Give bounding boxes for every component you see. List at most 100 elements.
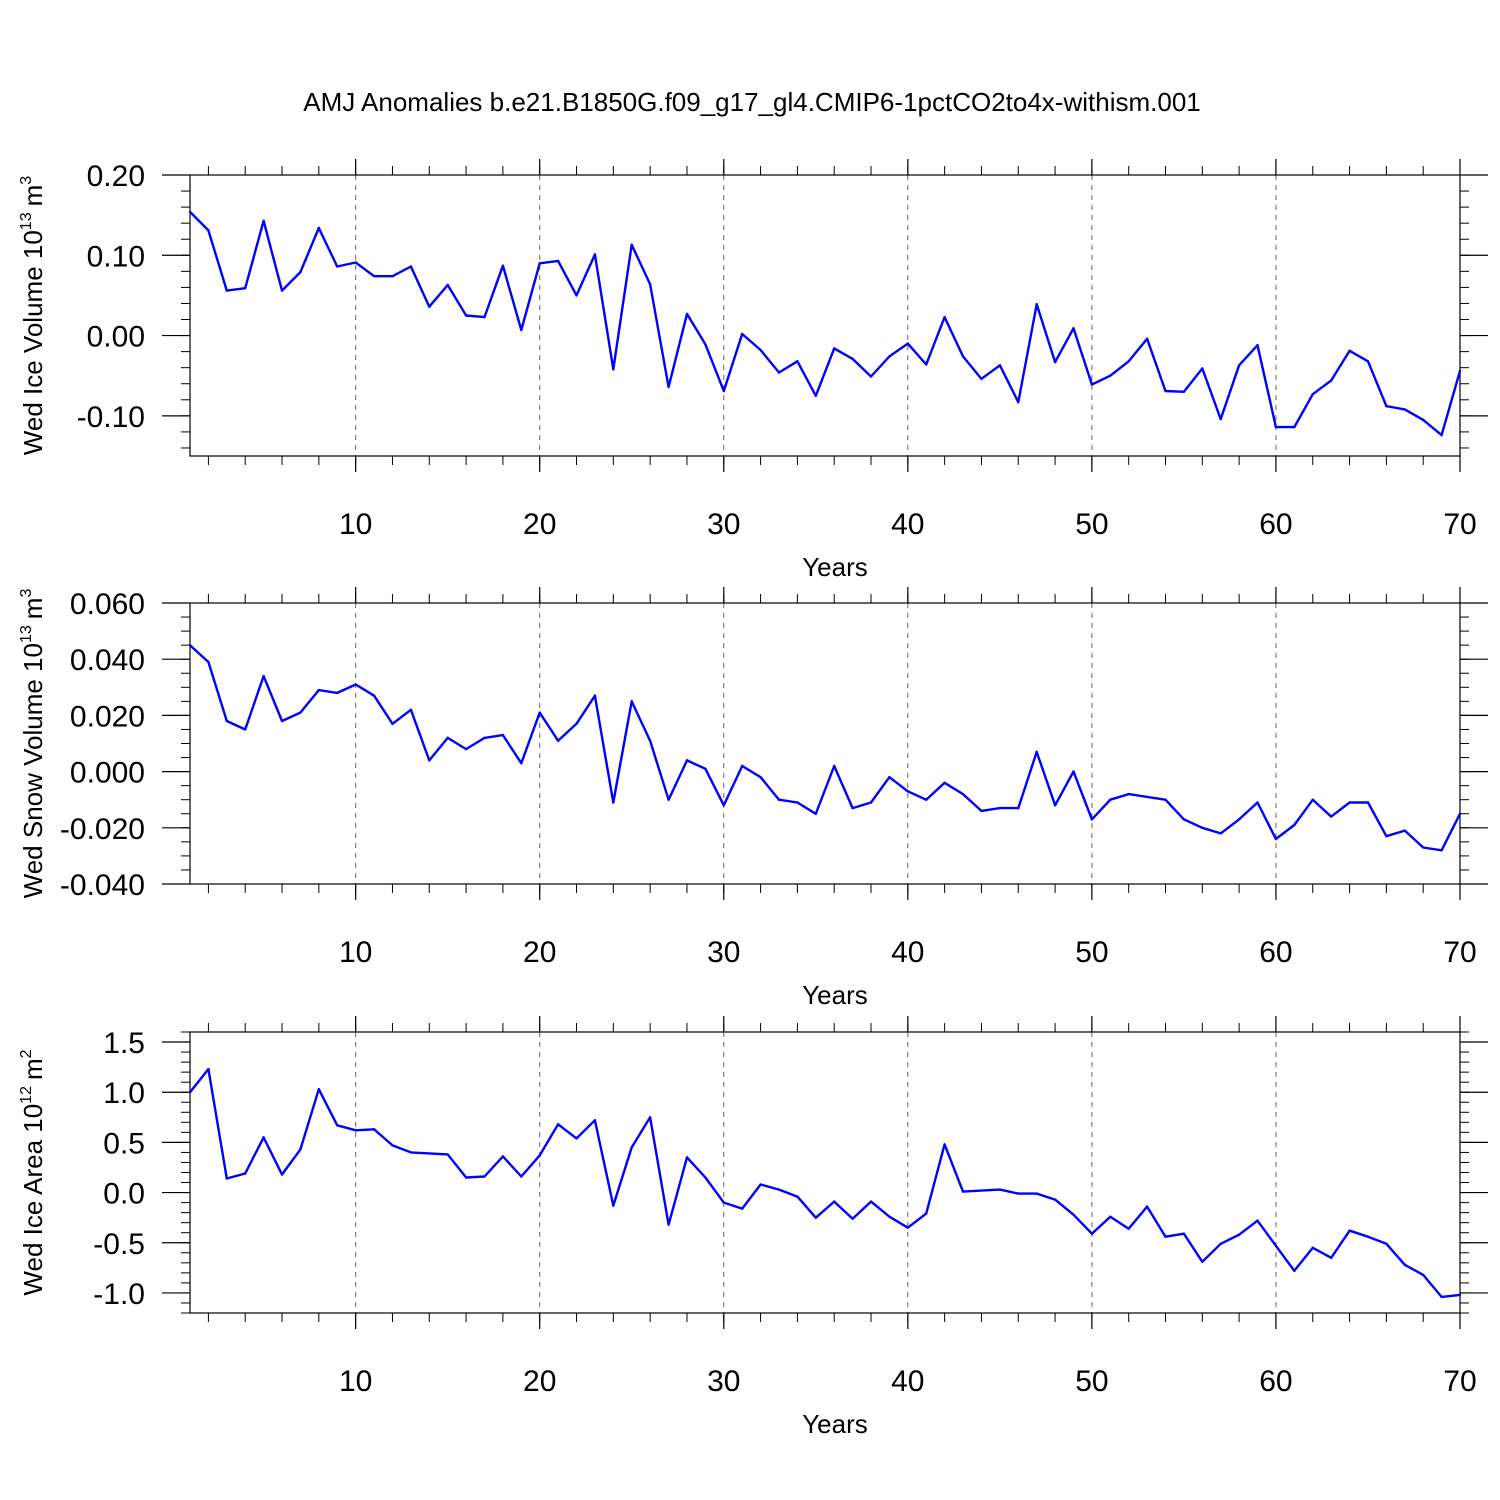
data-point	[685, 1156, 689, 1159]
data-point	[299, 1148, 302, 1151]
data-point	[1219, 832, 1222, 835]
y-tick-label: 0.040	[70, 644, 145, 677]
data-point	[299, 711, 302, 714]
data-point	[1440, 849, 1443, 852]
data-point	[446, 283, 449, 287]
data-point	[1403, 1263, 1406, 1267]
data-point	[207, 1067, 210, 1071]
data-point	[317, 226, 321, 230]
y-tick-label: -0.10	[77, 401, 145, 434]
x-axis-label: Years	[802, 1409, 868, 1439]
data-point	[1035, 750, 1038, 754]
data-point	[1458, 369, 1462, 373]
data-point	[1072, 770, 1075, 773]
data-point	[740, 764, 744, 768]
data-point	[1182, 1232, 1186, 1235]
y-axis-label-exponent: 13	[18, 625, 35, 643]
data-point	[1219, 417, 1222, 421]
data-point	[409, 708, 413, 711]
data-point	[980, 377, 983, 381]
data-point	[1035, 1192, 1038, 1195]
data-point	[1403, 408, 1406, 411]
data-point	[372, 694, 376, 697]
data-point	[262, 674, 265, 678]
data-point	[593, 1119, 597, 1122]
data-point	[851, 1217, 854, 1220]
data-point	[833, 764, 836, 768]
data-point	[648, 282, 652, 286]
data-point	[888, 776, 891, 779]
data-point	[722, 1201, 725, 1204]
x-tick-label: 70	[1443, 1365, 1476, 1398]
data-point	[244, 728, 247, 731]
data-point	[851, 357, 854, 361]
x-tick-label: 60	[1259, 936, 1292, 969]
data-point	[759, 776, 762, 779]
data-point	[556, 259, 560, 263]
data-point	[1274, 837, 1278, 841]
data-point	[1440, 433, 1443, 437]
data-point	[1293, 1269, 1296, 1273]
data-point	[1385, 835, 1388, 838]
y-axis-label-unit-exponent: 2	[18, 1049, 35, 1058]
data-point	[317, 1088, 321, 1091]
data-point	[980, 1189, 983, 1192]
y-axis-label-unit-exponent: 3	[18, 176, 35, 185]
data-point	[280, 719, 284, 723]
x-tick-label: 50	[1075, 508, 1108, 541]
data-point	[501, 264, 505, 267]
chart-panel-2: 10 20 30 40 50 60 70 -0.040 -0.020 0.000 0.020 0.04…	[18, 587, 1488, 1010]
data-point	[501, 733, 505, 737]
data-point	[796, 360, 799, 363]
data-point	[428, 305, 431, 308]
y-axis-label-unit: m	[18, 1058, 48, 1080]
y-tick-label: 0.10	[87, 240, 145, 273]
data-point	[483, 1175, 486, 1178]
x-tick-label: 50	[1075, 1365, 1108, 1398]
data-point	[1421, 418, 1425, 422]
data-point	[1053, 1198, 1057, 1201]
data-point	[244, 287, 247, 290]
chart-panels: 10 20 30 40 50 60 70 -0.10 0.00 0.10 0.20 Years Wed …	[18, 159, 1488, 1439]
data-point	[520, 761, 523, 765]
y-axis-label-unit: m	[18, 598, 48, 620]
data-point	[814, 812, 817, 815]
data-point	[722, 389, 725, 393]
data-point	[317, 688, 321, 692]
data-point	[685, 759, 689, 762]
plot-frame	[189, 1031, 1461, 1314]
y-tick-label: 0.20	[87, 160, 145, 193]
data-point	[1237, 364, 1241, 367]
data-point	[1017, 806, 1020, 810]
series-line	[189, 644, 1462, 852]
chart-panel-3: 10 20 30 40 50 60 70 -1.0 -0.5 0.0 0.5 1.0 1.5 Years W…	[18, 1016, 1488, 1439]
data-point	[520, 328, 523, 332]
x-axis-label: Years	[802, 980, 868, 1010]
data-point	[1164, 798, 1167, 801]
data-point	[833, 1200, 836, 1203]
data-point	[1458, 812, 1462, 815]
data-point	[1017, 401, 1020, 404]
x-tick-label: 20	[523, 1365, 556, 1398]
data-point	[1421, 1273, 1425, 1277]
data-point	[648, 739, 652, 742]
data-point	[1109, 374, 1112, 377]
data-point	[409, 1151, 413, 1154]
data-point	[1035, 303, 1038, 306]
data-point	[1348, 349, 1351, 353]
y-axis-label-main: Wed Ice Area 10	[18, 1104, 48, 1296]
data-point	[1053, 804, 1057, 807]
data-point	[1127, 792, 1130, 796]
data-point	[1237, 818, 1241, 821]
data-point	[280, 1173, 284, 1176]
data-point	[759, 348, 762, 352]
x-axis-label: Years	[802, 552, 868, 582]
data-point	[336, 265, 339, 268]
plot-frame	[189, 174, 1461, 457]
data-point	[777, 798, 781, 801]
data-point	[1311, 798, 1314, 801]
data-point	[1329, 379, 1333, 382]
data-point	[446, 736, 449, 740]
y-tick-label: 1.5	[103, 1027, 145, 1060]
data-point	[483, 736, 486, 740]
